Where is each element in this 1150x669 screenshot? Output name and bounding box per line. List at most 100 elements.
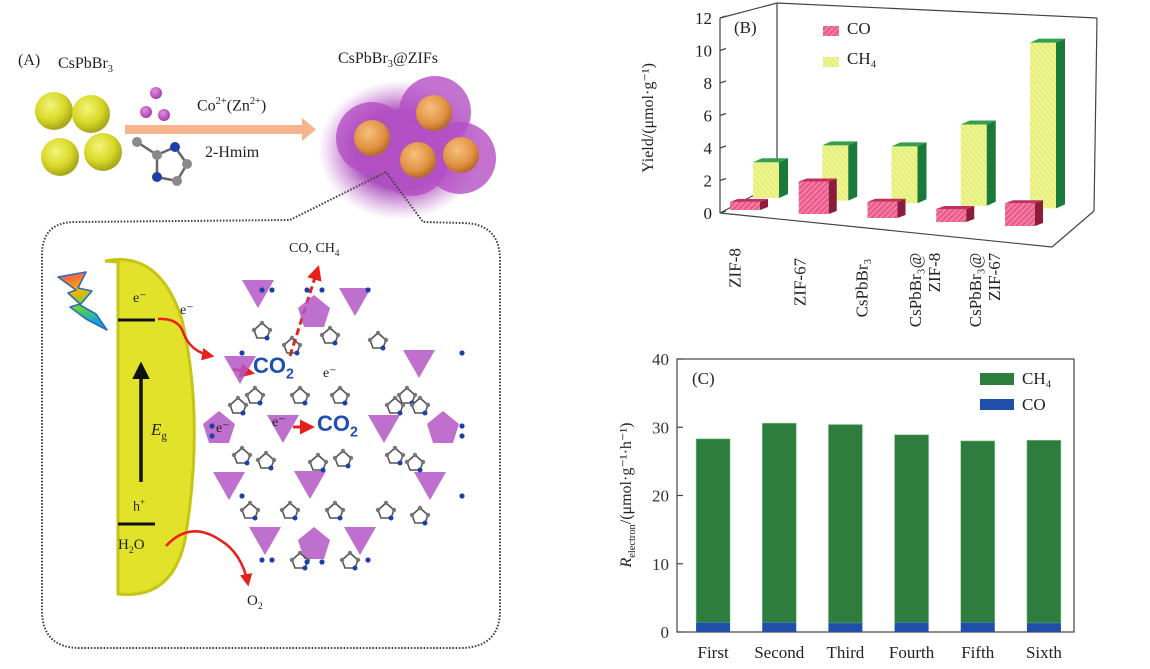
carbon-atom [329,392,335,398]
bar-ch4 [828,424,863,624]
zif-tetrahedron [249,527,281,555]
nitrogen-atom [320,467,326,473]
bar-ch4 [960,124,987,206]
carbon-atom [263,450,269,456]
y-tick-label: 0 [661,623,670,642]
carbon-atom [392,395,398,401]
perovskite-nanocrystals [35,92,122,176]
panel-a-graphic [35,76,501,649]
x-tick-label: Third [826,643,865,662]
nitrogen-atom [459,493,465,499]
metal-ions-icon [140,87,170,121]
carbon-atom [391,507,397,513]
zif-tetrahedron [298,527,330,559]
carbon-atom [340,448,346,454]
carbon-atom [345,392,351,398]
carbon-atom [255,507,261,513]
reactant-label: CsPbBr3 [58,55,113,75]
hole-text: h [133,499,140,515]
hole-charge: + [140,497,146,507]
ylabel-unit: /(μmol·g⁻¹·h⁻¹) [617,422,635,525]
nitrogen-atom [264,335,270,341]
co2-sub: 2 [350,424,358,441]
bar-ch4-top [960,120,996,125]
y-tick [719,112,727,117]
chart-c-yticks: 0 10 20 30 40 [652,350,683,642]
y-tick-label: 10 [652,555,669,574]
mof-electron-label: e⁻ [272,415,286,430]
carbon-atom [244,392,250,398]
carbon-atom [337,385,343,391]
y-tick [719,210,727,214]
zif-tetrahedron [242,280,274,308]
nitrogen-atom [252,515,258,521]
bar-co [1026,623,1061,632]
carbon-atom [417,395,423,401]
metal-alt-charge: 2+ [249,96,261,107]
chart-b-yticks: 0 2 4 6 8 10 12 [695,9,727,223]
carbon-atom [239,507,245,513]
carbon-atom [251,327,257,333]
product-label-sub: 3 [387,59,393,71]
nitrogen-atom [422,520,428,526]
x-tick-label: First [697,643,729,662]
water-text: H [118,537,129,553]
carbon-atom [247,452,253,458]
carbon-atom [425,512,431,518]
bar-ch4-side [917,142,927,204]
bar-co [936,209,967,222]
co2-text: CO [317,411,350,436]
electron-transfer-arrow [157,317,215,361]
carbon-atom [339,557,345,563]
reactant-label-sub: 3 [107,64,113,76]
oxygen-sub: 2 [257,601,263,612]
nitrogen-atom [380,345,386,351]
zif-tetrahedron [339,288,371,316]
x-tick-label: Fifth [961,643,995,662]
legend-swatch-ch4 [823,57,839,67]
nitrogen-atom [209,423,215,429]
x-axis-line [719,212,1053,248]
product-label-suffix: @ZIFs [393,50,438,67]
perovskite-sphere [35,92,73,130]
nitrogen-atom [294,350,300,356]
y-tick [719,80,727,84]
legend-swatch-co [823,26,839,36]
bar-co-top [867,198,906,202]
zif-tetrahedron [427,411,459,443]
perovskite-sphere [41,138,79,176]
carbon-atom [412,392,418,398]
nitrogen-atom [319,287,325,293]
bar-ch4 [1026,439,1062,624]
cb-electron-label: e⁻ [133,291,147,306]
hole-label: h+ [133,497,145,516]
product-label-text: CsPbBr [338,50,388,67]
x-tick-label: Fourth [888,643,935,662]
nitrogen-atom [292,515,298,521]
carbon-atom [375,330,381,336]
carbon-atom [409,402,415,408]
bar-co [696,622,731,632]
carbon-atom [323,459,329,465]
x-tick-label: Sixth [1025,643,1062,662]
carbon-atom [425,402,431,408]
carbon-atom [375,507,381,513]
product-label: CsPbBr3@ZIFs [338,50,438,70]
nitrogen-atom [239,350,245,356]
zif-tetrahedron [213,472,245,500]
oxygen-label: O2 [247,593,263,612]
carbon-atom [295,507,301,513]
carbon-atom [231,452,237,458]
oxygen-text: O [247,593,258,609]
nitrogen-atom [269,557,275,563]
bar-ch4-side [1056,38,1065,209]
co2-label-upper: CO2 [253,353,294,382]
ligand-reagent-label: 2-Hmim [205,144,260,161]
y-tick-label: 12 [695,9,712,28]
bar-ch4 [891,146,918,204]
legend-swatch-ch4 [980,373,1014,385]
y-tick-label: 40 [652,350,669,369]
nitrogen-atom [342,400,348,406]
semiconductor-band [104,258,196,597]
chart-c-plot-frame [676,358,1075,633]
